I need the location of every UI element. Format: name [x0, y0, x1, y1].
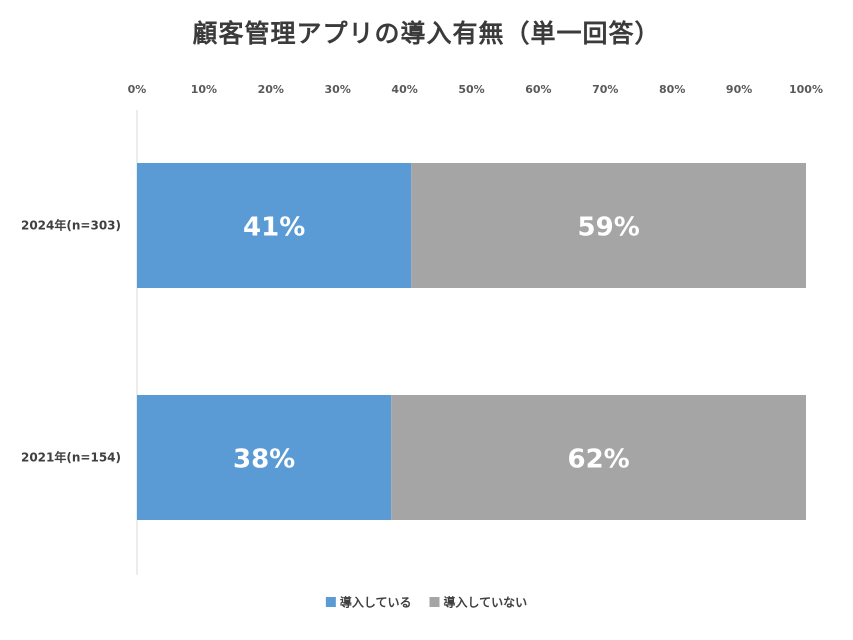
- x-tick-label: 60%: [525, 83, 551, 96]
- x-tick-label: 100%: [789, 83, 823, 96]
- x-tick-label: 50%: [458, 83, 484, 96]
- x-tick-label: 70%: [592, 83, 618, 96]
- x-tick-label: 0%: [128, 83, 147, 96]
- bars: 41% 59% 38% 62%: [137, 163, 806, 520]
- bar-segment: [411, 163, 806, 288]
- legend-item: 導入していない: [429, 595, 527, 610]
- x-axis-ticks: 0% 10% 20% 30% 40% 50% 60% 70% 80% 90% 100%: [128, 83, 823, 96]
- x-tick-label: 10%: [191, 83, 217, 96]
- bar-segment: [391, 395, 806, 520]
- data-label: 41%: [243, 213, 305, 243]
- data-label: 59%: [578, 213, 640, 243]
- legend-swatch: [429, 597, 440, 607]
- legend-label: 導入していない: [443, 595, 527, 610]
- data-label: 62%: [567, 445, 629, 475]
- legend-item: 導入している: [325, 595, 412, 610]
- legend-label: 導入している: [340, 595, 412, 610]
- x-tick-label: 20%: [258, 83, 284, 96]
- chart-title: 顧客管理アプリの導入有無（単一回答）: [192, 19, 661, 48]
- x-tick-label: 30%: [325, 83, 351, 96]
- category-label: 2024年(n=303): [21, 218, 121, 233]
- x-tick-label: 90%: [726, 83, 752, 96]
- bar-segment: [137, 163, 412, 288]
- bar-segment: [137, 395, 392, 520]
- x-tick-label: 80%: [659, 83, 685, 96]
- legend: 導入している 導入していない: [325, 595, 527, 610]
- category-label: 2021年(n=154): [21, 450, 121, 465]
- data-label: 38%: [233, 445, 295, 475]
- legend-swatch: [325, 597, 336, 607]
- category-labels: 2024年(n=303) 2021年(n=154): [21, 218, 121, 465]
- x-tick-label: 40%: [391, 83, 417, 96]
